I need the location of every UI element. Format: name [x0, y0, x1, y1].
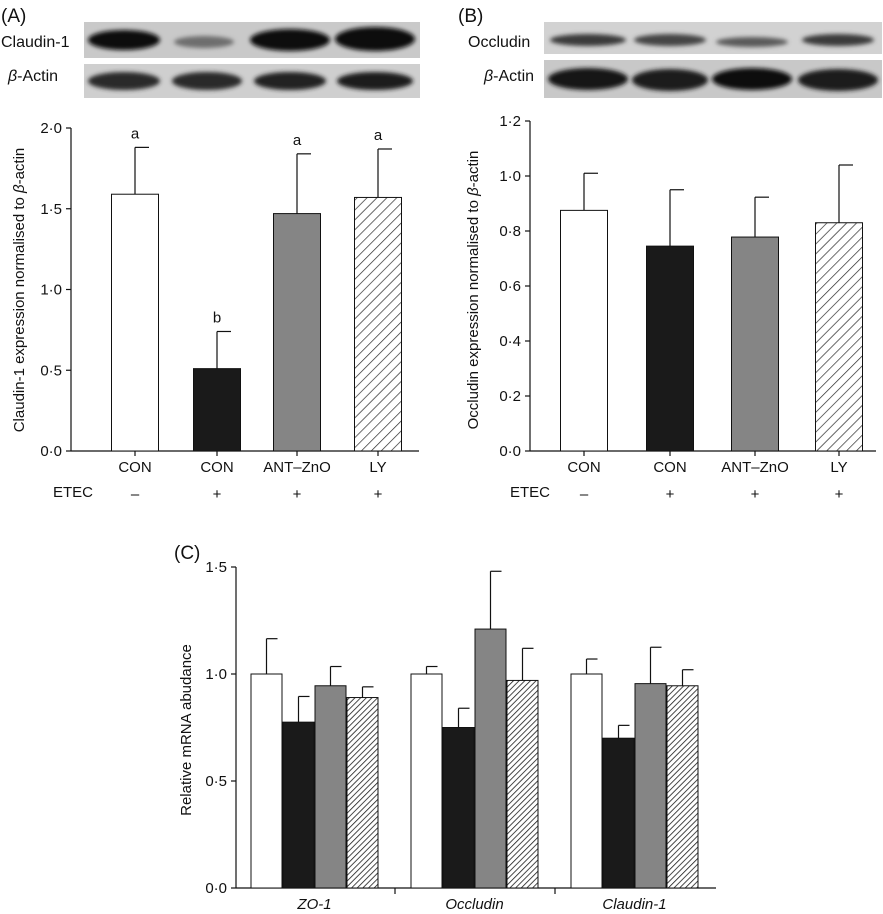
- chart-b-y-tick-label: 0·8: [499, 223, 521, 240]
- western-blot-a: [84, 22, 420, 98]
- x-tick-label: ANT–ZnO: [263, 459, 331, 476]
- bar-ant-zno-3: [273, 213, 321, 452]
- x-tick-label: ANT–ZnO: [721, 459, 789, 476]
- x-tick-label: LY: [830, 459, 847, 476]
- bar-claudin-1-1: [570, 673, 603, 889]
- etec-status: –: [131, 486, 140, 503]
- panel-c-label: (C): [174, 543, 200, 564]
- significance-letter: b: [213, 309, 221, 326]
- bar-zo-1-4: [346, 697, 379, 889]
- chart-b-y-tick-label: 0·4: [499, 333, 521, 350]
- etec-status: +: [666, 486, 675, 503]
- etec-status: +: [374, 486, 383, 503]
- blot-b-control-label: β-Actin: [483, 68, 534, 85]
- chart-b-y-tick-label: 0·0: [499, 443, 521, 460]
- chart-a-etec-label: ETEC: [53, 484, 93, 501]
- bar-ly-4: [815, 222, 863, 452]
- significance-letter: a: [293, 132, 302, 149]
- chart-b-y-tick-label: 1·2: [499, 113, 521, 130]
- panel-a-label: (A): [1, 6, 26, 27]
- chart-a: Claudin-1 expression normalised to β-act…: [11, 120, 419, 503]
- bar-claudin-1-4: [666, 685, 699, 889]
- bar-ant-zno-3: [731, 236, 779, 452]
- bar-con-1: [111, 193, 159, 452]
- etec-status: +: [213, 486, 222, 503]
- etec-status: +: [751, 486, 760, 503]
- bar-occludin-4: [506, 679, 539, 889]
- chart-c: Relative mRNA abudance 0·0 0·5 1·0 1·5 ZO-1 O…: [178, 559, 716, 913]
- blot-a-control-label: β-Actin: [7, 68, 58, 85]
- x-tick-label: CON: [653, 459, 686, 476]
- chart-b-etec-label: ETEC: [510, 484, 550, 501]
- chart-c-y-tick-label: 0·0: [205, 880, 227, 897]
- etec-status: +: [835, 486, 844, 503]
- chart-c-y-tick-label: 1·5: [205, 559, 227, 576]
- bar-zo-1-2: [282, 721, 315, 889]
- x-tick-label: CON: [118, 459, 151, 476]
- chart-b-ylabel: Occludin expression normalised to β-acti…: [465, 151, 482, 430]
- chart-b-y-tick-label: 0·2: [499, 388, 521, 405]
- bar-zo-1-3: [314, 685, 347, 889]
- x-tick-label: Claudin-1: [602, 896, 666, 913]
- bar-zo-1-1: [250, 673, 283, 889]
- chart-a-ylabel: Claudin-1 expression normalised to β-act…: [11, 148, 28, 433]
- x-tick-label: LY: [369, 459, 386, 476]
- bar-claudin-1-2: [602, 737, 635, 889]
- chart-a-y-tick-label: 2·0: [40, 120, 62, 137]
- bar-occludin-1: [410, 673, 443, 889]
- chart-b-y-tick-label: 0·6: [499, 278, 521, 295]
- chart-a-y-tick-label: 0·0: [40, 443, 62, 460]
- x-tick-label: Occludin: [445, 896, 503, 913]
- significance-letter: a: [131, 125, 140, 142]
- blot-b-target-label: Occludin: [468, 34, 530, 51]
- x-tick-label: ZO-1: [296, 896, 331, 913]
- etec-status: –: [580, 486, 589, 503]
- chart-c-y-tick-label: 0·5: [205, 773, 227, 790]
- chart-c-ylabel: Relative mRNA abudance: [178, 644, 195, 816]
- chart-a-y-tick-label: 1·5: [40, 201, 62, 218]
- bar-claudin-1-3: [634, 683, 667, 889]
- blot-a-target-label: Claudin-1: [1, 34, 70, 51]
- chart-a-y-tick-label: 0·5: [40, 362, 62, 379]
- bar-occludin-3: [474, 628, 507, 889]
- chart-b-y-tick-label: 1·0: [499, 168, 521, 185]
- chart-c-y-tick-label: 1·0: [205, 666, 227, 683]
- bar-con-2: [193, 368, 241, 452]
- panel-b-label: (B): [458, 6, 483, 27]
- chart-a-y-tick-label: 1·0: [40, 282, 62, 299]
- significance-letter: a: [374, 127, 383, 144]
- bar-occludin-2: [442, 727, 475, 889]
- bar-con-1: [560, 209, 608, 452]
- etec-status: +: [293, 486, 302, 503]
- bar-ly-4: [354, 196, 402, 452]
- chart-b: Occludin expression normalised to β-acti…: [465, 113, 876, 503]
- x-tick-label: CON: [200, 459, 233, 476]
- x-tick-label: CON: [567, 459, 600, 476]
- western-blot-b: [544, 22, 882, 98]
- bar-con-2: [646, 245, 694, 452]
